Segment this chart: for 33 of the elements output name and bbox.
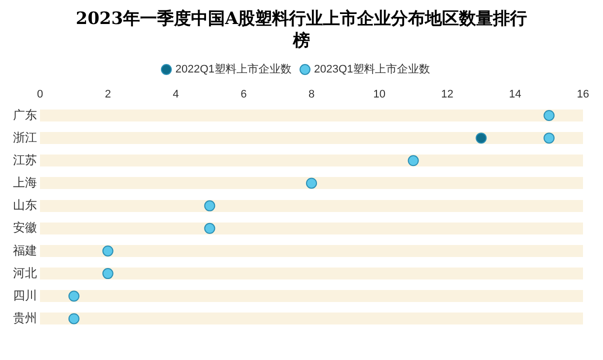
x-tick-label: 6 <box>240 88 247 101</box>
point <box>544 132 555 144</box>
x-tick-label: 12 <box>441 88 454 101</box>
point <box>306 178 317 189</box>
y-tick-label: 浙江 <box>13 130 37 144</box>
point <box>204 200 216 212</box>
y-tick-label: 安徽 <box>13 220 37 235</box>
point <box>102 245 114 256</box>
x-tick-label: 4 <box>172 88 179 101</box>
y-tick-label: 广东 <box>13 108 37 122</box>
y-tick-label: 贵州 <box>13 311 37 326</box>
x-tick-label: 10 <box>373 88 386 101</box>
legend-label: 2022Q1塑料上市企业数 <box>175 62 292 76</box>
chart-title: 2023年一季度中国A股塑料行业上市企业分布地区数量排行榜 <box>74 8 528 53</box>
y-tick-label: 上海 <box>13 176 37 190</box>
point <box>544 110 555 121</box>
y-tick-label: 河北 <box>13 266 37 280</box>
legend-label: 2023Q1塑料上市企业数 <box>314 62 430 76</box>
point <box>68 290 80 302</box>
y-tick-label: 山东 <box>13 198 37 212</box>
point <box>204 222 216 234</box>
point <box>68 313 80 324</box>
y-tick-label: 江苏 <box>13 152 37 167</box>
point <box>408 155 419 166</box>
point <box>102 268 114 280</box>
x-tick-label: 2 <box>104 88 111 101</box>
x-tick-label: 0 <box>36 88 44 101</box>
x-tick-label: 14 <box>509 88 522 101</box>
x-tick-label: 8 <box>308 88 315 101</box>
y-tick-label: 福建 <box>13 243 37 258</box>
y-tick-label: 四川 <box>13 288 37 302</box>
x-tick-label: 16 <box>576 88 590 101</box>
point <box>476 132 487 144</box>
